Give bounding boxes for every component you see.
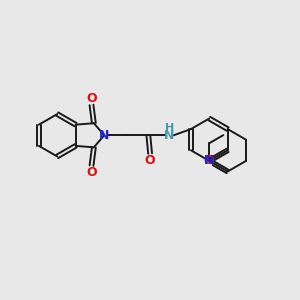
Text: N: N [204,154,214,167]
Text: O: O [86,166,97,178]
Text: H: H [165,123,174,133]
Text: O: O [203,154,214,167]
Text: N: N [164,129,175,142]
Text: N: N [99,129,110,142]
Text: O: O [86,92,97,105]
Text: O: O [145,154,155,166]
